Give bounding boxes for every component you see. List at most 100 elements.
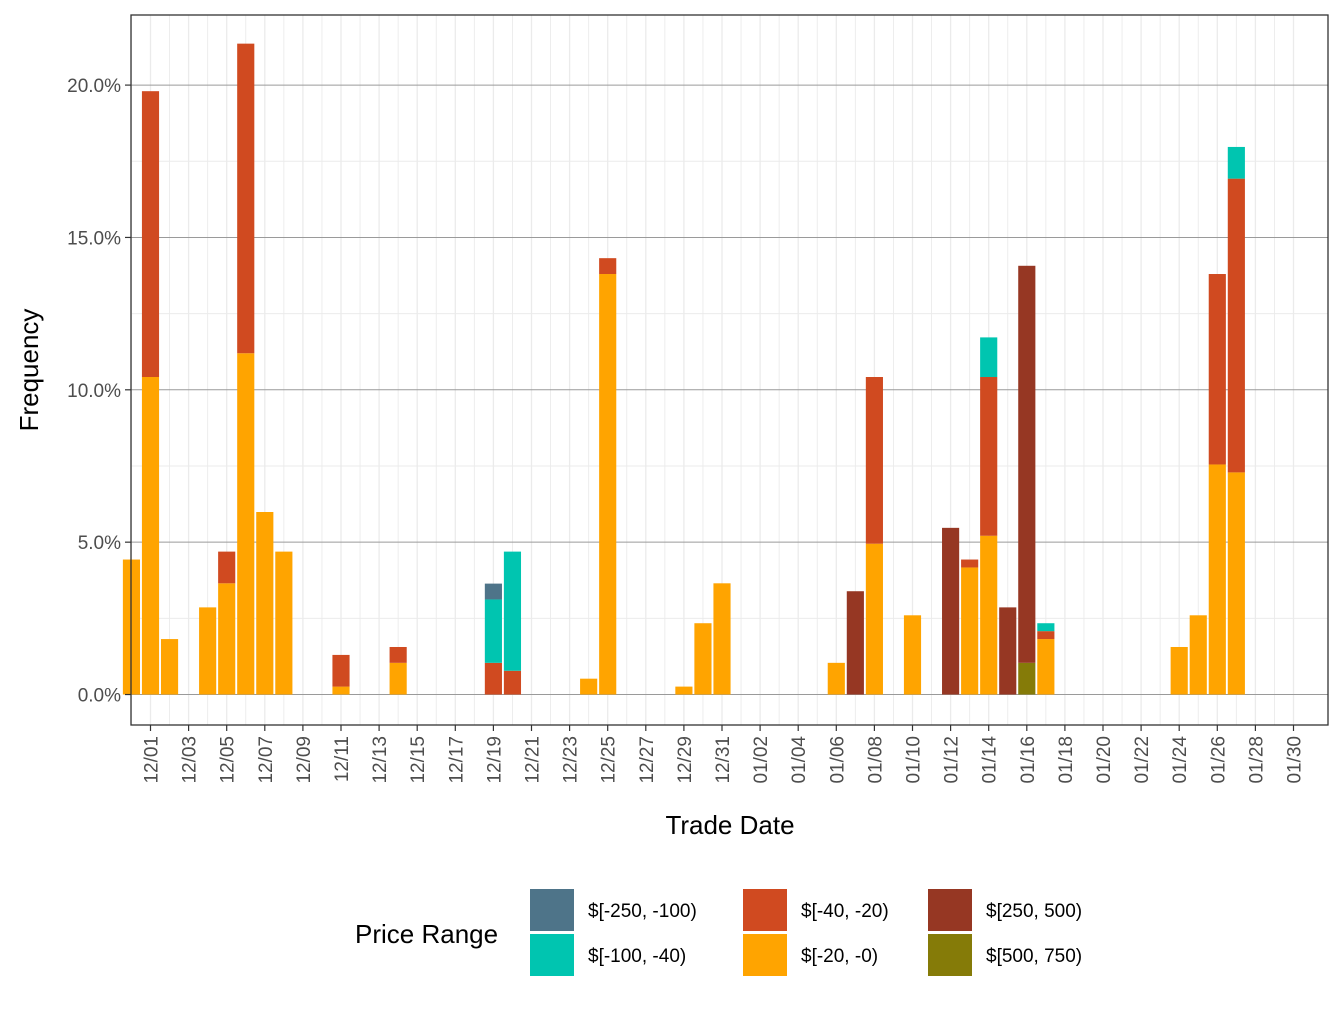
bar-segment bbox=[713, 583, 731, 695]
x-tick-label: 01/08 bbox=[865, 736, 886, 784]
x-tick-label: 12/01 bbox=[142, 736, 163, 784]
legend-entry-label: $[-40, -20) bbox=[801, 901, 889, 922]
legend-swatch bbox=[743, 889, 787, 931]
bar-segment bbox=[961, 567, 979, 695]
x-axis-title: Trade Date bbox=[665, 810, 794, 840]
y-axis: 0.0% 5.0% 10.0% 15.0% 20.0% bbox=[67, 76, 131, 707]
x-tick-label: 12/11 bbox=[332, 736, 353, 782]
y-axis-title: Frequency bbox=[14, 309, 44, 432]
bar-segment bbox=[675, 686, 693, 695]
x-tick-label: 12/15 bbox=[408, 736, 429, 784]
x-tick-label: 01/30 bbox=[1285, 736, 1306, 784]
bar-segment bbox=[903, 615, 922, 695]
x-tick-label: 12/29 bbox=[675, 736, 696, 784]
bar-segment bbox=[1170, 646, 1188, 695]
bar-segment bbox=[1037, 623, 1055, 632]
x-tick-label: 12/23 bbox=[561, 736, 582, 784]
bar-segment bbox=[237, 43, 255, 354]
bar-segment bbox=[1227, 146, 1245, 179]
bar-segment bbox=[980, 377, 998, 536]
bar-segment bbox=[484, 599, 502, 663]
bar-segment bbox=[846, 591, 864, 695]
bar-segment bbox=[980, 337, 998, 378]
x-tick-label: 12/31 bbox=[713, 736, 734, 784]
bar-segment bbox=[599, 258, 617, 275]
y-tick-label: 20.0% bbox=[67, 76, 121, 97]
bar-segment bbox=[275, 551, 293, 695]
bar-segment bbox=[503, 670, 522, 695]
bar-segment bbox=[256, 512, 274, 695]
bar-segment bbox=[141, 91, 160, 378]
x-tick-label: 12/09 bbox=[294, 736, 315, 784]
legend-entry-label: $[250, 500) bbox=[986, 901, 1082, 922]
bar-segment bbox=[865, 543, 883, 695]
bar-segment bbox=[484, 583, 502, 600]
legend-swatch bbox=[743, 934, 787, 976]
bar-segment bbox=[141, 377, 160, 695]
legend-swatch bbox=[530, 889, 574, 931]
bar-segment bbox=[580, 678, 598, 695]
x-tick-label: 01/26 bbox=[1208, 736, 1229, 784]
bar-segment bbox=[218, 583, 236, 695]
x-tick-label: 12/07 bbox=[256, 736, 277, 784]
bar-segment bbox=[1018, 662, 1036, 695]
bar-segment bbox=[694, 623, 712, 695]
x-tick-label: 01/14 bbox=[980, 736, 1001, 784]
legend-swatch bbox=[530, 934, 574, 976]
x-tick-label: 01/24 bbox=[1170, 736, 1191, 784]
x-tick-label: 01/16 bbox=[1018, 736, 1039, 784]
y-tick-label: 15.0% bbox=[67, 228, 121, 249]
x-tick-label: 01/02 bbox=[751, 736, 772, 784]
x-tick-label: 01/22 bbox=[1132, 736, 1153, 784]
bar-segment bbox=[999, 607, 1017, 695]
bar-segment bbox=[1208, 274, 1226, 465]
bar-segment bbox=[332, 686, 350, 695]
legend-entry-label: $[-100, -40) bbox=[588, 946, 686, 967]
legend-entry-label: $[-250, -100) bbox=[588, 901, 697, 922]
x-tick-label: 01/10 bbox=[904, 736, 925, 784]
legend: Price Range $[-250, -100) $[-100, -40) $[-… bbox=[355, 889, 1082, 976]
y-tick-label: 5.0% bbox=[78, 533, 121, 554]
bar-segment bbox=[484, 662, 502, 695]
bar-segment bbox=[865, 377, 883, 544]
bar-segment bbox=[980, 535, 998, 695]
bar-segment bbox=[1018, 265, 1036, 663]
bar-segment bbox=[827, 662, 845, 695]
bar-segment bbox=[961, 559, 979, 568]
legend-entry-label: $[-20, -0) bbox=[801, 946, 878, 967]
x-tick-label: 01/18 bbox=[1056, 736, 1077, 784]
bar-segment bbox=[1208, 464, 1226, 695]
x-tick-label: 12/03 bbox=[180, 736, 201, 784]
bar-segment bbox=[237, 353, 255, 695]
x-tick-label: 12/05 bbox=[218, 736, 239, 784]
bar-segment bbox=[160, 639, 179, 695]
x-tick-label: 01/12 bbox=[942, 736, 963, 784]
bar-segment bbox=[1037, 639, 1055, 695]
bar-segment bbox=[1189, 615, 1207, 695]
x-tick-label: 12/21 bbox=[523, 736, 544, 784]
x-tick-label: 01/06 bbox=[827, 736, 848, 784]
bar-segment bbox=[389, 662, 407, 695]
bar-segment bbox=[503, 551, 522, 671]
bar-segment bbox=[332, 654, 350, 687]
legend-title: Price Range bbox=[355, 919, 498, 949]
x-tick-label: 01/28 bbox=[1246, 736, 1267, 784]
legend-entry-label: $[500, 750) bbox=[986, 946, 1082, 967]
panel-frame bbox=[130, 14, 1329, 726]
legend-swatch bbox=[928, 889, 972, 931]
bar-segment bbox=[599, 274, 617, 695]
bar-segment bbox=[1227, 472, 1245, 695]
x-tick-label: 01/04 bbox=[789, 736, 810, 784]
y-tick-label: 0.0% bbox=[78, 686, 121, 707]
y-tick-label: 10.0% bbox=[67, 381, 121, 402]
bar-segment bbox=[199, 607, 217, 695]
bar-segment bbox=[389, 646, 407, 663]
x-tick-label: 01/20 bbox=[1094, 736, 1115, 784]
x-tick-label: 12/27 bbox=[637, 736, 658, 784]
bar-segment bbox=[1037, 631, 1055, 640]
x-tick-label: 12/13 bbox=[370, 736, 391, 784]
panel-border bbox=[130, 14, 1329, 726]
x-axis: 12/01 12/03 12/05 12/07 12/09 12/11 12/13 12/15… bbox=[142, 725, 1306, 784]
